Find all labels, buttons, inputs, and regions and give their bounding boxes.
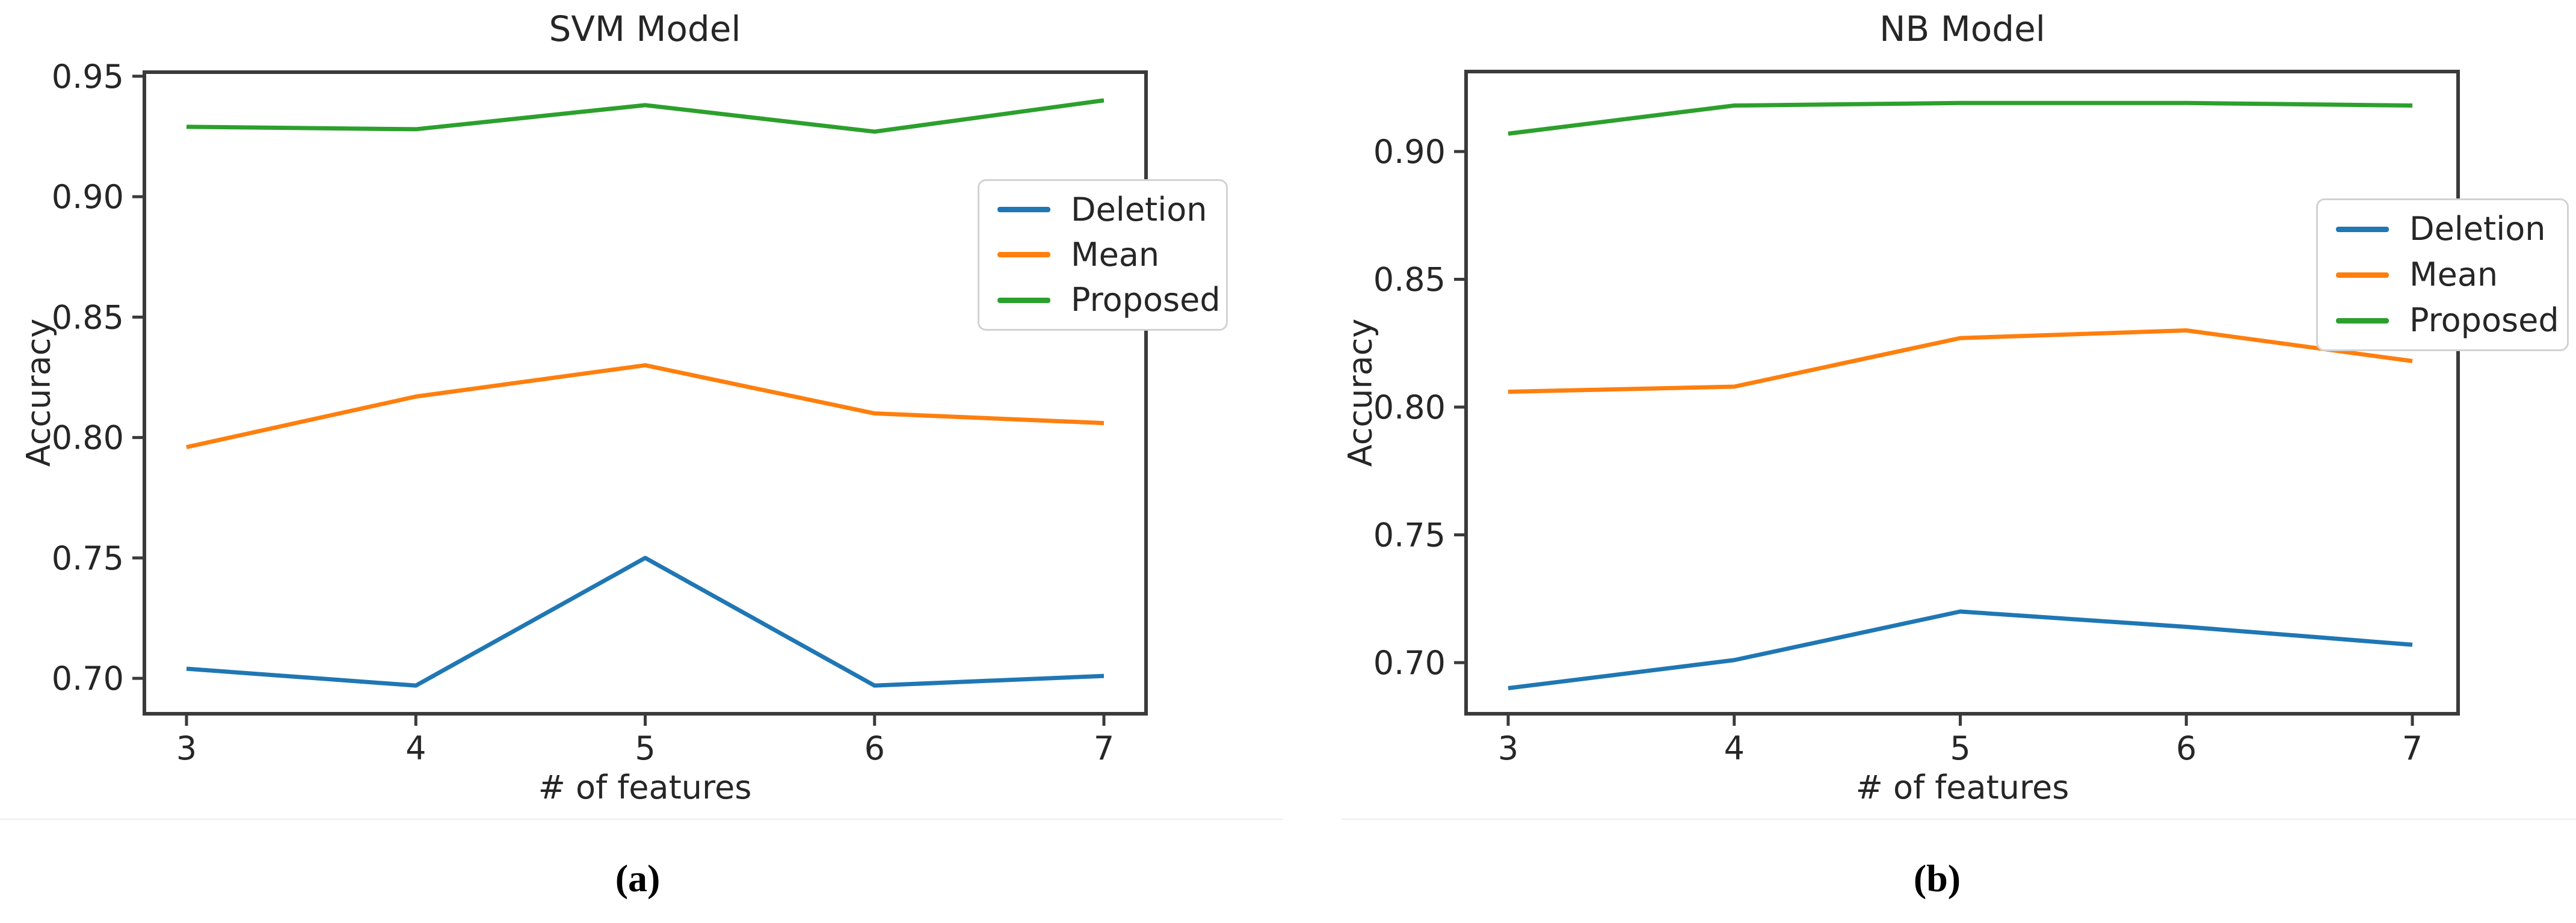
x-tick-label: 7	[1094, 729, 1114, 767]
legend-label: Proposed	[2409, 301, 2559, 339]
panel-divider-left	[0, 818, 1283, 820]
y-tick-label: 0.70	[1373, 644, 1446, 682]
series-line-mean	[1508, 328, 2413, 394]
legend-label: Deletion	[2409, 210, 2546, 248]
y-tick-label: 0.70	[52, 660, 124, 698]
proposed-line-swatch	[997, 297, 1050, 303]
legend-item-deletion: Deletion	[2336, 213, 2549, 245]
legend-label: Deletion	[1071, 190, 1207, 228]
plot-spines	[143, 70, 1148, 716]
series-line-proposed	[1508, 100, 2413, 136]
caption-a: (a)	[615, 857, 661, 900]
deletion-line-swatch	[2336, 226, 2389, 232]
x-tick-label: 3	[176, 729, 197, 767]
x-axis-label-nb: # of features	[1855, 768, 2069, 806]
caption-b: (b)	[1913, 857, 1961, 900]
y-tick-label: 0.95	[52, 58, 124, 96]
y-tick-label: 0.90	[1373, 133, 1446, 171]
legend-svm: Deletion Mean Proposed	[978, 179, 1228, 331]
x-tick-label: 4	[405, 729, 426, 767]
y-tick-label: 0.80	[1373, 388, 1446, 426]
legend-item-mean: Mean	[997, 235, 1208, 274]
series-line-deletion	[1508, 609, 2413, 690]
chart-1: 3 4 5 6 7 0.70 0.75 0.80 0.85 0.90	[1373, 70, 2460, 767]
y-tick-label: 0.85	[52, 298, 124, 336]
legend-item-proposed: Proposed	[2336, 304, 2559, 337]
mean-line-swatch	[997, 252, 1050, 258]
y-tick-label: 0.90	[52, 178, 124, 216]
mean-line-swatch	[2336, 272, 2389, 278]
chart-0: 3 4 5 6 7 0.70 0.75 0.80 0.85 0.90 0.95	[52, 58, 1148, 767]
y-tick-label: 0.85	[1373, 261, 1446, 299]
y-tick-label: 0.75	[52, 539, 124, 577]
x-tick-label: 7	[2402, 729, 2423, 767]
legend-label: Mean	[1071, 235, 1160, 274]
legend-nb: Deletion Mean Proposed	[2316, 198, 2569, 351]
legend-label: Mean	[2409, 256, 2498, 293]
x-tick-label: 4	[1724, 729, 1745, 767]
x-axis-label-svm: # of features	[538, 768, 752, 806]
series-line-mean	[186, 363, 1105, 450]
x-tick-label: 3	[1498, 729, 1518, 767]
deletion-line-swatch	[997, 207, 1050, 213]
legend-item-proposed: Proposed	[997, 284, 1221, 316]
x-tick-label: 5	[635, 729, 655, 767]
proposed-line-swatch	[2336, 317, 2389, 324]
series-line-deletion	[186, 556, 1105, 688]
legend-label: Proposed	[1071, 281, 1221, 319]
y-axis-label-nb: Accuracy	[1341, 318, 1379, 467]
plot-spines	[1464, 70, 2460, 716]
legend-item-deletion: Deletion	[997, 190, 1208, 228]
x-tick-label: 6	[2176, 729, 2196, 767]
x-tick-label: 6	[864, 729, 885, 767]
chart-title-svm: SVM Model	[549, 8, 741, 49]
legend-item-mean: Mean	[2336, 259, 2549, 291]
y-tick-label: 0.75	[1373, 517, 1446, 554]
chart-title-nb: NB Model	[1879, 8, 2045, 49]
panel-divider-right	[1342, 818, 2576, 820]
x-tick-label: 5	[1950, 729, 1970, 767]
y-axis-label-svm: Accuracy	[19, 318, 58, 467]
series-line-proposed	[186, 98, 1105, 134]
y-tick-label: 0.80	[52, 419, 124, 457]
